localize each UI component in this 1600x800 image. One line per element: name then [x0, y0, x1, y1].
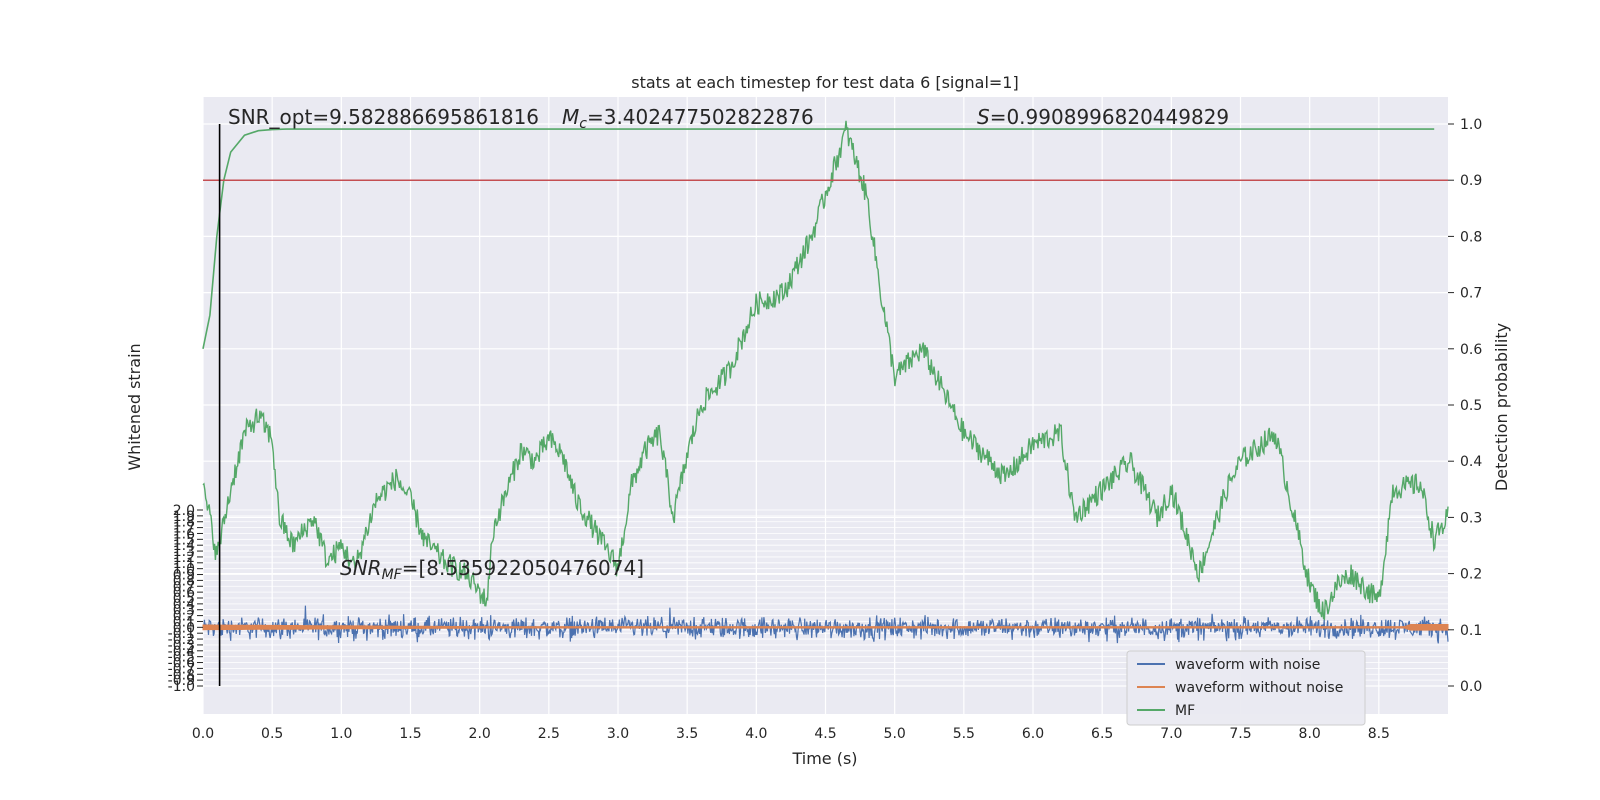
- legend: waveform with noise waveform without noi…: [1126, 650, 1366, 726]
- annotation-s: S=0.9908996820449829: [977, 105, 1229, 129]
- x-tick-label: 2.5: [538, 726, 560, 742]
- series-mf-cumulative: [202, 128, 1435, 349]
- left-tick-label: -0.2: [168, 632, 195, 648]
- annotation-mc-value: =3.402477502822876: [587, 105, 814, 129]
- legend-label-clean: waveform without noise: [1175, 680, 1343, 696]
- left-tick-label: 0.8: [173, 573, 195, 589]
- x-tick-label: 7.5: [1229, 726, 1251, 742]
- left-tick-label: -0.1: [168, 626, 195, 642]
- x-tick-label: 4.0: [745, 726, 767, 742]
- chart-title: stats at each timestep for test data 6 […: [631, 73, 1018, 92]
- left-tick-label: 0.4: [173, 597, 195, 613]
- left-tick-label: 0.1: [173, 614, 195, 630]
- left-tick-label: -0.7: [168, 661, 195, 677]
- left-tick-label: -0.8: [168, 667, 195, 683]
- x-tick-label: 0.0: [192, 726, 214, 742]
- right-tick-label: 0.0: [1460, 679, 1482, 695]
- x-axis-label: Time (s): [791, 749, 857, 768]
- right-tick-label: 0.1: [1460, 623, 1482, 639]
- legend-box: [1126, 650, 1366, 726]
- x-tick-label: 0.5: [261, 726, 283, 742]
- left-tick-label: 1.3: [173, 544, 195, 560]
- left-tick-label: 0.9: [173, 568, 195, 584]
- x-tick-label: 4.5: [814, 726, 836, 742]
- legend-label-noise: waveform with noise: [1175, 657, 1320, 673]
- x-tick-label: 1.0: [330, 726, 352, 742]
- left-tick-label: -0.9: [168, 673, 195, 689]
- left-tick-label: 1.5: [173, 532, 195, 548]
- left-tick-label: 0.3: [173, 603, 195, 619]
- ticks: 0.0 0.5 1.0 1.5 2.0 2.5 3.0 3.5 4.0 4.5 5.0 5.5 6.0 6…: [168, 117, 1483, 742]
- x-tick-label: 8.5: [1368, 726, 1390, 742]
- x-tick-label: 1.5: [399, 726, 421, 742]
- right-tick-label: 0.7: [1460, 286, 1482, 302]
- left-tick-label: -0.5: [168, 650, 195, 666]
- left-tick-label: -0.4: [168, 644, 195, 660]
- right-tick-label: 0.9: [1460, 173, 1482, 189]
- x-tick-label: 8.0: [1299, 726, 1321, 742]
- left-tick-label: 0.6: [173, 585, 195, 601]
- series-mf-detection: [202, 120, 1449, 621]
- left-tick-label: -1.0: [168, 679, 195, 695]
- y-axis-label-right: Detection probability: [1492, 323, 1511, 491]
- left-tick-label: 1.1: [173, 556, 195, 572]
- left-tick-label: -0.6: [168, 656, 195, 672]
- x-tick-label: 7.0: [1160, 726, 1182, 742]
- left-tick-label: 1.6: [173, 526, 195, 542]
- x-tick-label: 3.5: [676, 726, 698, 742]
- left-tick-label: 1.9: [173, 509, 195, 525]
- x-tick-label: 6.5: [1091, 726, 1113, 742]
- left-tick-label: 1.8: [173, 515, 195, 531]
- right-tick-label: 0.6: [1460, 342, 1482, 358]
- left-tick-label: 1.0: [173, 562, 195, 578]
- x-tick-label: 6.0: [1022, 726, 1044, 742]
- legend-label-mf: MF: [1175, 703, 1195, 719]
- left-tick-label: 0.5: [173, 591, 195, 607]
- x-tick-label: 3.0: [607, 726, 629, 742]
- right-tick-label: 0.8: [1460, 229, 1482, 245]
- x-tick-label: 2.0: [469, 726, 491, 742]
- y-axis-label-left: Whitened strain: [125, 343, 144, 470]
- left-tick-label: 0.2: [173, 609, 195, 625]
- left-tick-label: 1.2: [173, 550, 195, 566]
- annotation-snr-mf: SNRMF=[8.535922050476074]: [340, 556, 644, 583]
- left-tick-label: 0.7: [173, 579, 195, 595]
- right-tick-label: 0.2: [1460, 567, 1482, 583]
- left-tick-label: 0.0: [173, 620, 195, 636]
- annotation-mc: Mc=3.402477502822876: [562, 105, 814, 132]
- left-tick-label: 2.0: [173, 503, 195, 519]
- left-tick-label: -0.3: [168, 638, 195, 654]
- x-tick-label: 5.5: [953, 726, 975, 742]
- left-tick-label: 1.7: [173, 521, 195, 537]
- right-tick-label: 0.3: [1460, 510, 1482, 526]
- right-tick-label: 0.4: [1460, 454, 1482, 470]
- x-tick-label: 5.0: [884, 726, 906, 742]
- annotation-s-value: =0.9908996820449829: [990, 105, 1229, 129]
- left-tick-label: 1.4: [173, 538, 195, 554]
- right-tick-label: 0.5: [1460, 398, 1482, 414]
- annotation-snr-opt: SNR_opt=9.582886695861816: [228, 105, 539, 129]
- right-tick-label: 1.0: [1460, 117, 1482, 133]
- annotation-snr-mf-value: =[8.535922050476074]: [402, 556, 644, 580]
